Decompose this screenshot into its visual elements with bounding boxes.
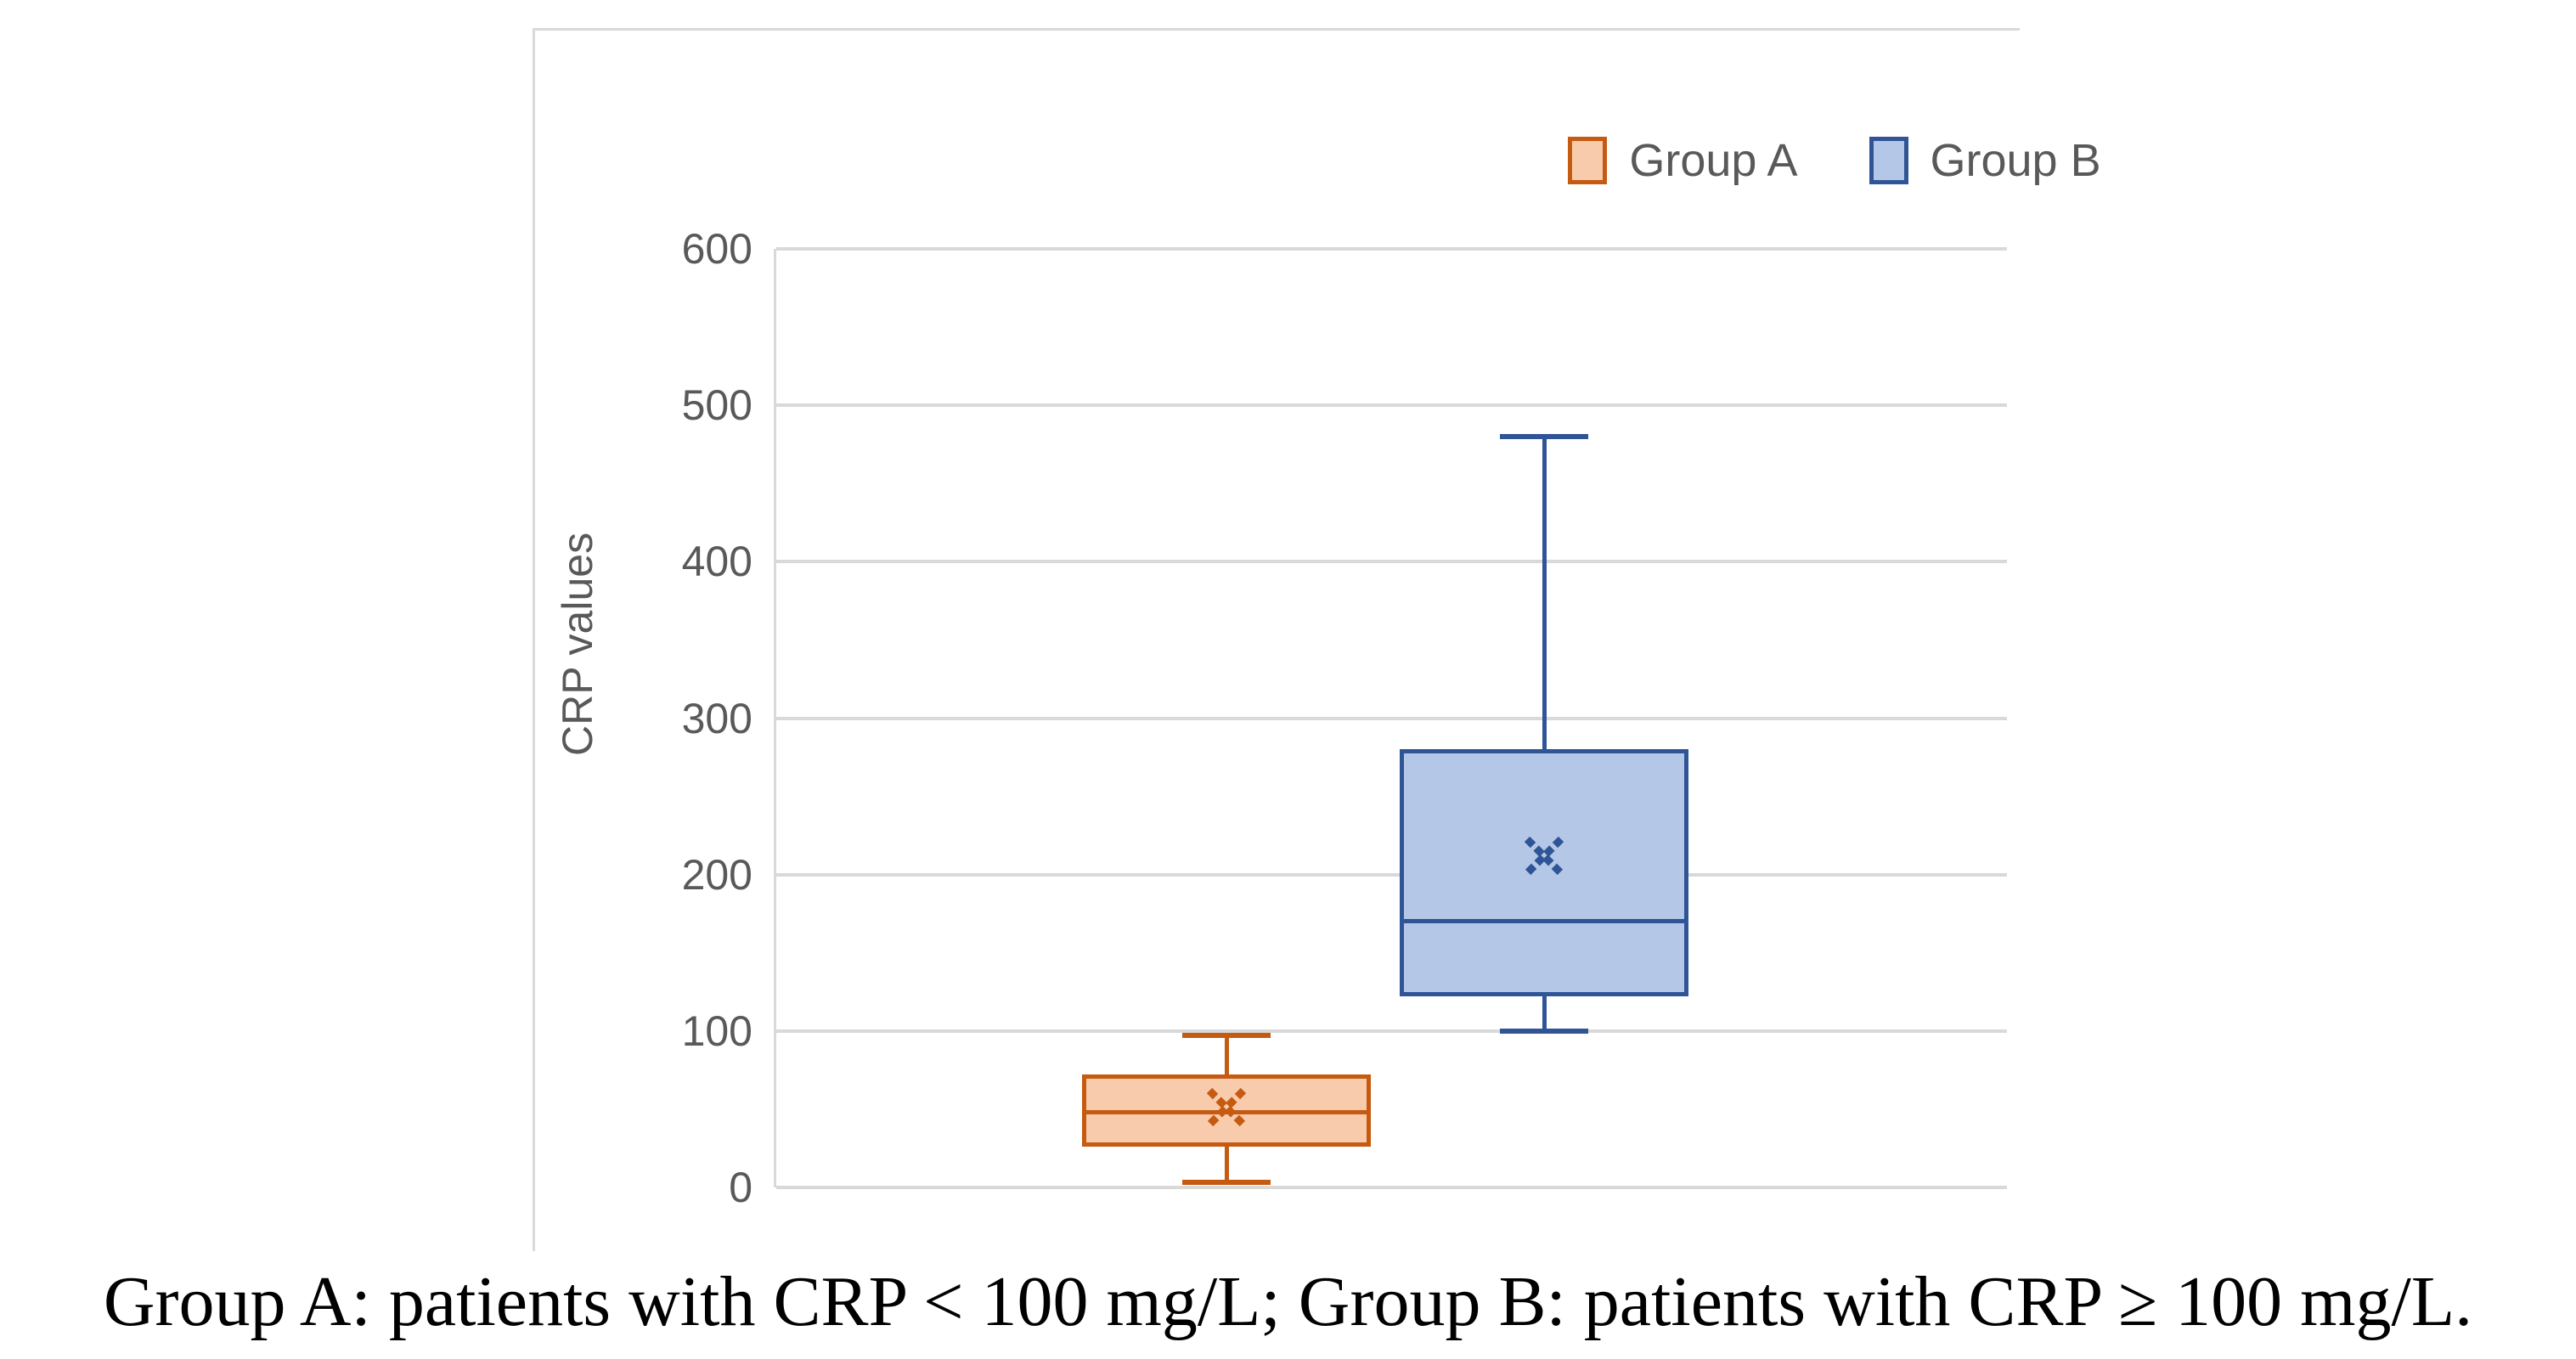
y-tick-label-300: 300: [681, 694, 753, 742]
x-icon: [1524, 836, 1564, 876]
x-icon: [1207, 1087, 1247, 1128]
legend: Group A Group B: [1452, 131, 2217, 190]
upper-whisker-cap-group-b: [1500, 434, 1589, 439]
box-group-b: [1400, 749, 1689, 997]
legend-label-group-a: Group A: [1629, 135, 1798, 186]
mean-marker-group-b: [1522, 836, 1566, 877]
upper-whisker-group-a: [1224, 1035, 1229, 1075]
lower-whisker-group-b: [1542, 996, 1547, 1031]
gridline-200: [776, 872, 2007, 877]
y-tick-label-500: 500: [681, 381, 753, 430]
legend-label-group-b: Group B: [1930, 135, 2101, 186]
gridline-0: [776, 1186, 2007, 1189]
gridline-300: [776, 716, 2007, 720]
lower-whisker-group-a: [1224, 1147, 1229, 1183]
lower-whisker-cap-group-b: [1500, 1028, 1589, 1034]
y-tick-label-0: 0: [729, 1164, 753, 1211]
group-a-swatch: [1568, 137, 1608, 184]
plot-area: [774, 247, 2007, 1189]
mean-marker-group-a: [1204, 1087, 1249, 1128]
y-tick-label-200: 200: [681, 850, 753, 899]
y-tick-label-600: 600: [681, 225, 753, 273]
figure-caption: Group A: patients with CRP < 100 mg/L; G…: [103, 1262, 2473, 1341]
upper-whisker-group-b: [1542, 437, 1547, 750]
gridline-400: [776, 560, 2007, 564]
chart-panel: Group A Group B: [533, 28, 2101, 1251]
lower-whisker-cap-group-a: [1182, 1180, 1271, 1186]
group-b-swatch: [1869, 137, 1908, 184]
gridline-100: [776, 1029, 2007, 1033]
gridline-500: [776, 403, 2007, 408]
y-tick-label-100: 100: [681, 1007, 753, 1055]
legend-item-group-b: Group B: [1869, 137, 2101, 184]
legend-item-group-a: Group A: [1568, 135, 1798, 186]
upper-whisker-cap-group-a: [1182, 1033, 1271, 1039]
y-tick-label-400: 400: [681, 538, 753, 586]
median-line-group-b: [1400, 919, 1689, 924]
y-axis-tick-labels: 0 100 200 300 400 500 600: [544, 225, 753, 1211]
gridline-600: [776, 247, 2007, 251]
